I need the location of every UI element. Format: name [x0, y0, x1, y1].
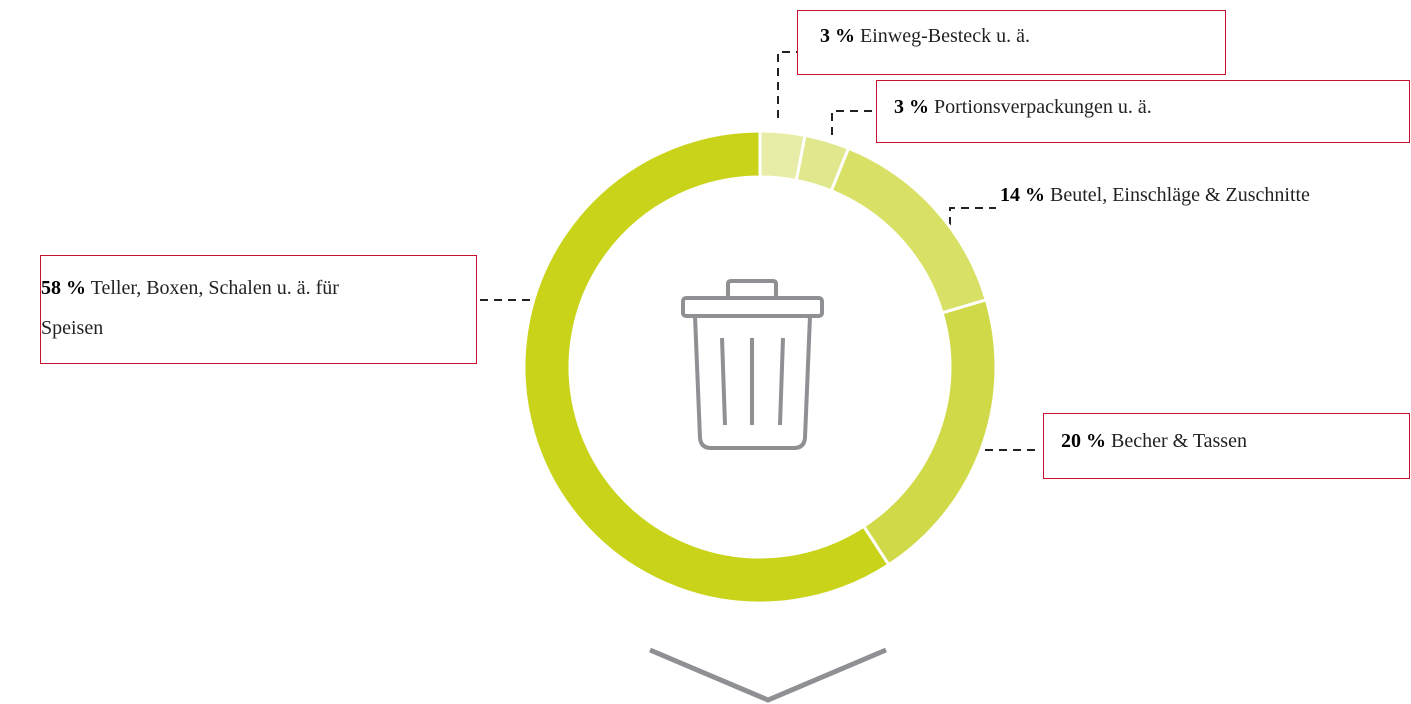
label: 14 % Beutel, Einschläge & Zuschnitte — [1000, 184, 1310, 207]
donut-slice — [829, 146, 989, 315]
value-label: 20 % — [1061, 430, 1106, 452]
chevron — [649, 647, 887, 703]
donut-slice — [522, 129, 891, 605]
label-text: 58 % Teller, Boxen, Schalen u. ä. für Sp… — [41, 268, 341, 348]
leader-line — [831, 110, 876, 135]
category-label: Einweg-Besteck u. ä. — [860, 25, 1030, 47]
label-box: 20 % Becher & Tassen — [1043, 413, 1410, 479]
value-label: 14 % — [1000, 184, 1045, 206]
label-box: 3 % Portionsverpackungen u. ä. — [876, 80, 1410, 143]
label-box: 3 % Einweg-Besteck u. ä. — [797, 10, 1226, 75]
category-label: Becher & Tassen — [1111, 430, 1247, 452]
label-box: 58 % Teller, Boxen, Schalen u. ä. für Sp… — [40, 255, 477, 364]
donut — [522, 129, 998, 605]
value-label: 3 % — [894, 96, 929, 118]
leader-line — [949, 207, 996, 225]
leader-line — [777, 51, 797, 118]
category-label: Teller, Boxen, Schalen u. ä. für Speisen — [41, 277, 339, 339]
leaders — [480, 51, 1040, 451]
value-label: 3 % — [820, 25, 855, 47]
donut-slice — [861, 297, 998, 567]
trash-icon — [681, 279, 824, 450]
value-label: 58 % — [41, 277, 86, 299]
category-label: Portionsverpackungen u. ä. — [934, 96, 1152, 118]
category-label: Beutel, Einschläge & Zuschnitte — [1050, 184, 1310, 206]
